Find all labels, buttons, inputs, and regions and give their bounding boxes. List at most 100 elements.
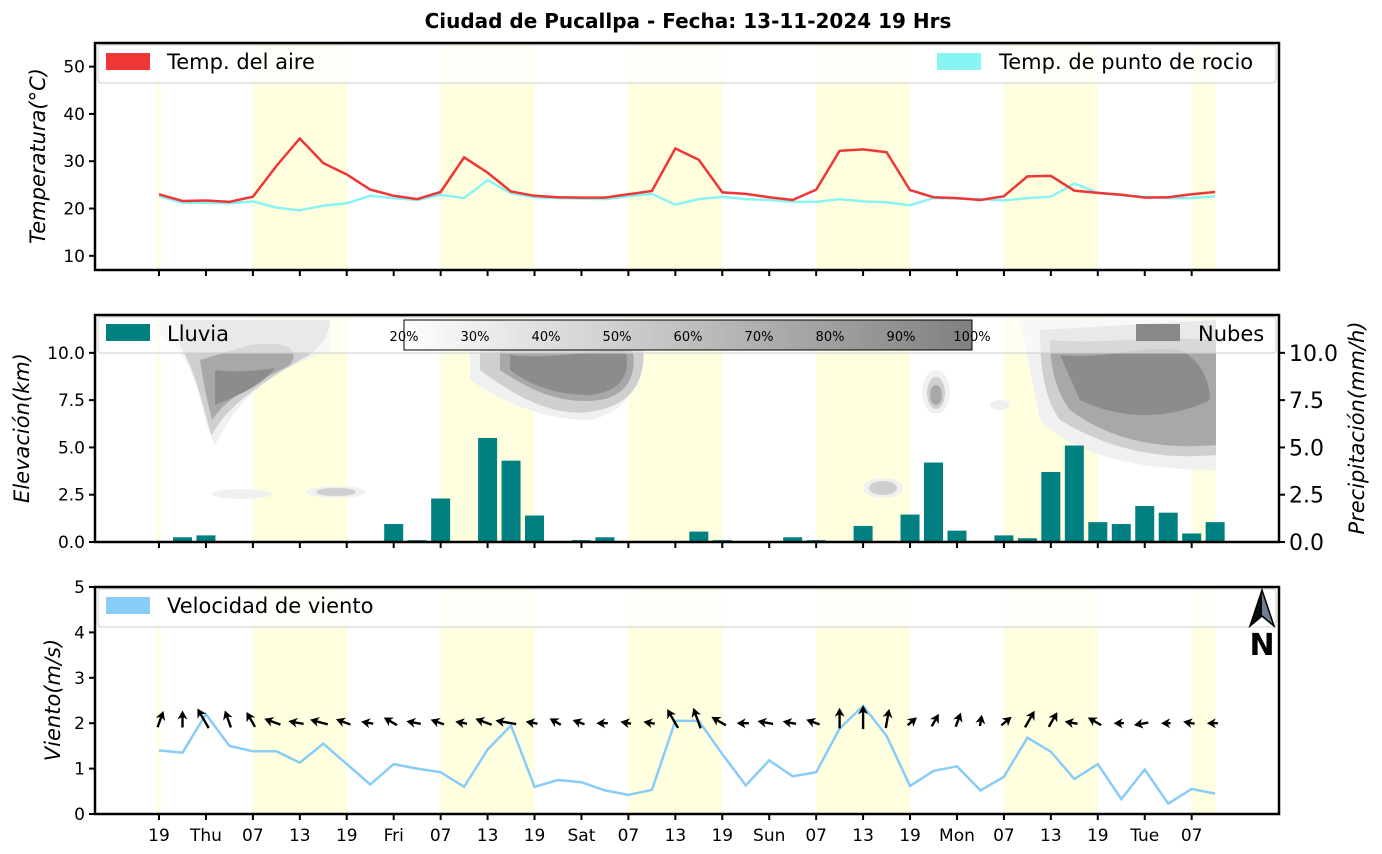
x-tick-label: 13 [289, 826, 311, 846]
x-tick-label: 19 [336, 826, 358, 846]
rain-bar [1158, 512, 1178, 542]
y-tick-label: 10.0 [47, 344, 85, 364]
cloud-colorbar: 20% 30% 40% 50% 60% 70% 80% 90% 100% [390, 319, 991, 351]
wind-arrow [288, 717, 304, 728]
wind-arrow [525, 718, 538, 729]
y2-tick-label: 5.0 [1289, 436, 1324, 461]
y-tick-label: 5.0 [58, 438, 85, 458]
elevation-ylabel: Elevación(km) [10, 353, 34, 503]
temperature-ylabel: Temperatura(°C) [26, 68, 50, 244]
wind-arrow [834, 707, 845, 729]
rain-bar [478, 437, 498, 542]
colorbar-label: 60% [674, 330, 703, 345]
x-tick-label: Fri [384, 826, 404, 846]
colorbar-label: 100% [953, 330, 990, 345]
y-tick-label: 0.0 [58, 533, 85, 553]
precipitation-panel: 0.0 2.5 5.0 7.5 10.0 0.0 2.5 5.0 7.5 10.0 Elevac… [10, 313, 1369, 556]
wind-arrow [310, 717, 329, 727]
day-band [1191, 43, 1216, 270]
wind-speed-line [158, 704, 1216, 806]
x-tick-label: 07 [1181, 826, 1203, 846]
y2-tick-label: 7.5 [1289, 389, 1324, 414]
rain-bar [384, 524, 404, 542]
rain-bar [900, 514, 920, 542]
x-tick-label: 13 [477, 826, 499, 846]
legend-swatch-wind [106, 597, 150, 614]
x-tick-label: 07 [242, 826, 264, 846]
x-tick-label: Sun [753, 826, 785, 846]
rain-bar [1088, 522, 1108, 542]
rain-bar [947, 530, 967, 542]
wind-arrow [264, 717, 281, 727]
y2-tick-label: 0.0 [1289, 531, 1324, 556]
day-band [157, 587, 161, 814]
x-tick-label: Tue [1129, 826, 1159, 846]
wind-arrow [246, 712, 257, 728]
wind-arrow [572, 718, 585, 728]
legend-label-clouds: Nubes [1198, 322, 1264, 346]
wind-axes-frame [93, 585, 1281, 816]
colorbar-label: 90% [887, 330, 916, 345]
wind-arrow [177, 710, 188, 728]
wind-arrow [711, 716, 727, 727]
wind-arrow [1113, 718, 1124, 729]
y-tick-label: 20 [63, 200, 85, 220]
colorbar-label: 70% [745, 330, 774, 345]
wind-arrow [223, 710, 233, 728]
x-tick-label: 07 [993, 826, 1015, 846]
wind-arrow [475, 717, 493, 727]
wind-arrow [930, 713, 939, 727]
y2-tick-label: 2.5 [1289, 484, 1324, 509]
wind-arrow [430, 717, 445, 728]
wind-arrow [1087, 717, 1102, 727]
dewpoint-line [158, 178, 1216, 212]
y-tick-label: 2.5 [58, 486, 85, 506]
y-tick-label: 50 [63, 58, 85, 78]
rain-bar [1135, 506, 1155, 542]
y2-tick-label: 10.0 [1289, 342, 1338, 367]
rain-bar [1017, 538, 1037, 542]
precipitation-axes-frame [93, 313, 1281, 544]
legend-swatch-clouds [1136, 324, 1180, 341]
wind-arrow [975, 714, 986, 727]
wind-arrow [1206, 718, 1218, 729]
legend-label-temp-air: Temp. del aire [166, 50, 315, 74]
y-tick-label: 4 [74, 623, 85, 643]
x-tick-label: Sat [568, 826, 596, 846]
rain-bar [196, 535, 216, 542]
wind-arrow [1047, 712, 1058, 728]
x-tick-label: 19 [524, 826, 546, 846]
wind-arrow [691, 707, 702, 729]
x-tick-label: Mon [939, 826, 975, 846]
y-tick-label: 1 [74, 760, 85, 780]
wind-arrow [906, 717, 917, 727]
wind-arrow [736, 718, 749, 729]
y-tick-label: 5 [74, 578, 85, 598]
wind-arrow [383, 717, 398, 727]
colorbar-label: 40% [532, 330, 561, 345]
rain-bar [853, 525, 873, 542]
precipitation-y2label: Precipitación(mm/h) [1345, 321, 1369, 534]
rain-bar [525, 515, 545, 542]
rain-bar [501, 460, 521, 542]
rain-bar [1182, 533, 1202, 542]
colorbar-label: 20% [390, 330, 419, 345]
rain-bar [1111, 524, 1131, 542]
wind-direction-arrows [155, 705, 1218, 730]
wind-arrow [1133, 718, 1149, 729]
colorbar-label: 30% [461, 330, 490, 345]
wind-arrow [335, 717, 351, 728]
rain-bar [783, 537, 803, 542]
wind-arrow [1183, 718, 1195, 729]
wind-arrow [858, 705, 869, 730]
rain-bar [1064, 445, 1084, 542]
x-tick-label: 13 [852, 826, 874, 846]
north-label: N [1249, 628, 1274, 663]
wind-arrow [1064, 718, 1078, 728]
wind-arrow [155, 710, 166, 728]
legend-label-rain: Lluvia [167, 322, 229, 346]
wind-legend: Velocidad de viento [97, 588, 1277, 628]
wind-arrow [782, 718, 797, 728]
wind-arrow [643, 718, 655, 729]
